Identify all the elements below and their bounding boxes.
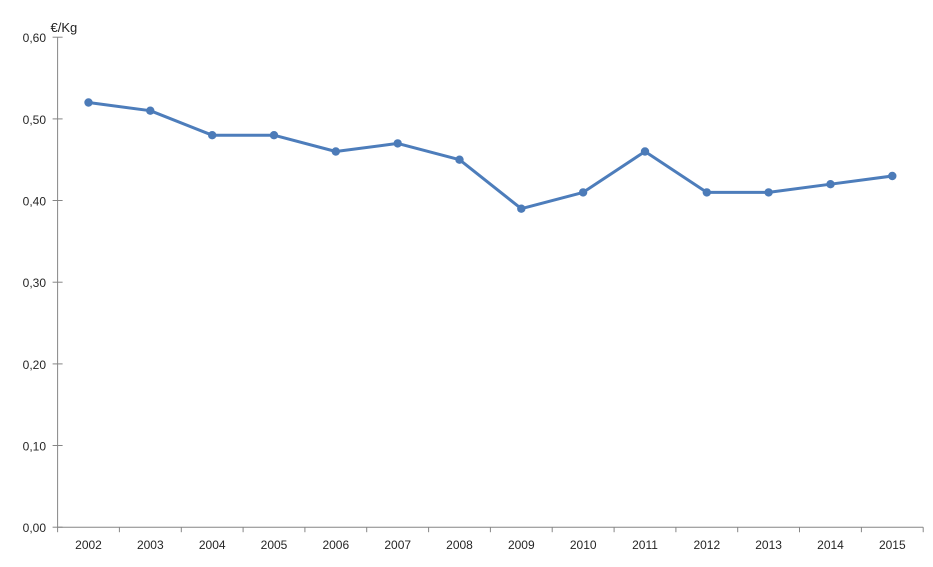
- svg-text:0,20: 0,20: [23, 358, 47, 372]
- svg-text:2007: 2007: [384, 538, 411, 552]
- svg-text:2005: 2005: [261, 538, 288, 552]
- svg-text:€/Kg: €/Kg: [51, 20, 78, 35]
- svg-text:0,40: 0,40: [23, 194, 47, 208]
- svg-text:0,60: 0,60: [23, 31, 47, 45]
- svg-text:2002: 2002: [75, 538, 102, 552]
- svg-text:2014: 2014: [817, 538, 844, 552]
- svg-text:2004: 2004: [199, 538, 226, 552]
- svg-text:2015: 2015: [879, 538, 906, 552]
- svg-text:2006: 2006: [322, 538, 349, 552]
- svg-text:2009: 2009: [508, 538, 535, 552]
- svg-text:2013: 2013: [755, 538, 782, 552]
- svg-text:0,50: 0,50: [23, 113, 47, 127]
- svg-text:2010: 2010: [570, 538, 597, 552]
- svg-text:0,00: 0,00: [23, 521, 47, 535]
- svg-text:2003: 2003: [137, 538, 164, 552]
- svg-text:2012: 2012: [693, 538, 720, 552]
- svg-text:0,30: 0,30: [23, 276, 47, 290]
- svg-text:2011: 2011: [632, 538, 658, 552]
- svg-text:0,10: 0,10: [23, 439, 47, 453]
- svg-text:2008: 2008: [446, 538, 473, 552]
